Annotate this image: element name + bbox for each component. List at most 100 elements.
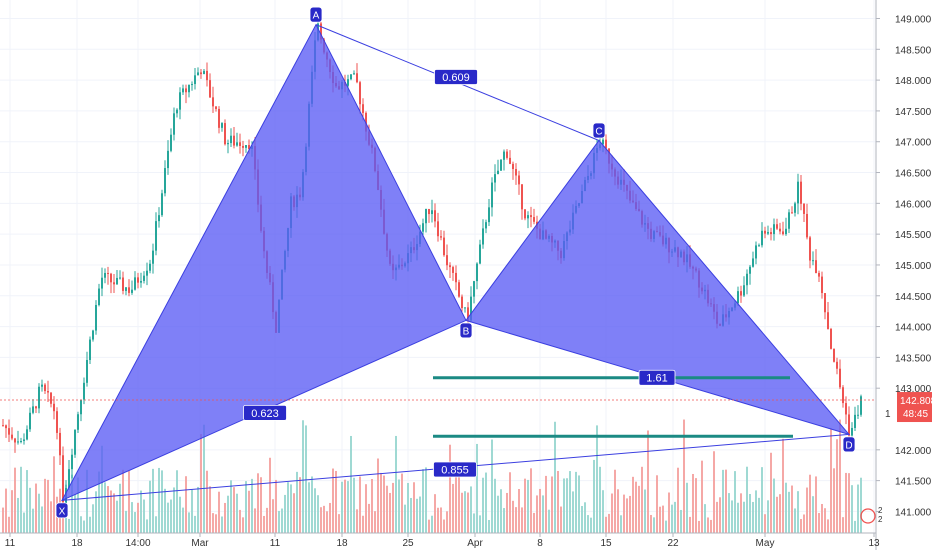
volume-bar — [845, 472, 847, 533]
candle-body — [743, 285, 745, 296]
volume-bar — [710, 519, 712, 533]
volume-bar — [335, 470, 337, 533]
candle-body — [215, 106, 217, 109]
volume-bar — [380, 472, 382, 533]
ratio-label: 0.623 — [251, 408, 279, 420]
candle-body — [440, 236, 442, 238]
volume-bar — [719, 497, 721, 533]
point-label-box[interactable] — [55, 502, 69, 519]
candle-body — [761, 230, 763, 246]
candle-body — [434, 210, 436, 222]
candle-body — [533, 217, 535, 222]
volume-bar — [254, 508, 256, 533]
volume-bar — [623, 494, 625, 533]
volume-bar — [395, 435, 397, 533]
volume-bar — [299, 477, 301, 533]
candle-body — [8, 428, 10, 435]
volume-bar — [50, 501, 52, 533]
volume-bar — [47, 479, 49, 533]
volume-bar — [386, 485, 388, 533]
price-countdown: 48:45 — [903, 409, 928, 420]
volume-bar — [314, 488, 316, 533]
volume-bar — [434, 494, 436, 533]
candle-body — [824, 293, 826, 313]
volume-bar — [44, 478, 46, 533]
volume-bar — [140, 490, 142, 533]
volume-bar — [620, 515, 622, 533]
time-tick-label: 25 — [402, 538, 414, 549]
volume-bar — [197, 486, 199, 533]
volume-bar — [230, 480, 232, 533]
candle-body — [98, 288, 100, 306]
point-label-box[interactable] — [459, 322, 473, 339]
candle-body — [491, 182, 493, 208]
candle-body — [107, 272, 109, 274]
volume-bar — [839, 419, 841, 533]
volume-bar — [116, 500, 118, 533]
candle-body — [203, 70, 205, 75]
price-axis[interactable]: 149.000 148.500 148.000 147.500 147.000 146.5… — [876, 14, 932, 518]
ratio-label-box[interactable] — [638, 369, 676, 386]
volume-bar — [800, 519, 802, 533]
point-label-box[interactable] — [592, 122, 606, 139]
candle-body — [437, 221, 439, 237]
candle-body — [200, 72, 202, 75]
candle-body — [140, 280, 142, 283]
volume-bar — [182, 507, 184, 533]
candle-body — [782, 231, 784, 235]
volume-bar — [62, 506, 64, 533]
candle-body — [173, 113, 175, 135]
volume-bar — [350, 435, 352, 533]
volume-bar — [404, 504, 406, 533]
candle-body — [350, 74, 352, 80]
volume-bar — [344, 479, 346, 533]
harmonic-pattern[interactable]: 0.609 0.623 1.61 0.855 X A B C D — [55, 6, 856, 519]
candle-body — [29, 412, 31, 430]
volume-bar — [416, 498, 418, 533]
price-tick-label: 146.500 — [895, 169, 932, 180]
volume-bar — [83, 520, 85, 533]
volume-bar — [644, 489, 646, 533]
volume-bar — [587, 515, 589, 533]
candle-body — [227, 143, 229, 145]
volume-bar — [791, 485, 793, 533]
volume-bar — [407, 482, 409, 533]
candle-body — [242, 145, 244, 148]
ratio-label-box[interactable] — [434, 69, 478, 85]
axis-corner-icon[interactable]: 2 2 — [860, 506, 883, 524]
candle-body — [767, 232, 769, 234]
volume-bar — [737, 502, 739, 533]
candle-body — [845, 403, 847, 415]
candle-body — [812, 260, 814, 262]
point-label-a: A — [313, 11, 320, 22]
volume-bar — [11, 490, 13, 533]
volume-bar — [284, 494, 286, 533]
point-label-box[interactable] — [309, 6, 323, 23]
volume-bar — [788, 491, 790, 533]
current-price-label: 142.808 48:45 1 — [0, 392, 932, 423]
volume-bar — [131, 502, 133, 533]
ratio-label-box[interactable] — [243, 404, 287, 421]
volume-bar — [731, 500, 733, 533]
volume-bar — [227, 495, 229, 533]
candle-body — [746, 273, 748, 286]
svg-text:2: 2 — [878, 515, 883, 524]
candle-body — [47, 391, 49, 393]
volume-bar — [656, 475, 658, 533]
candle-body — [758, 245, 760, 247]
point-label-box[interactable] — [842, 436, 856, 453]
candle-body — [164, 168, 166, 194]
time-axis[interactable]: 11 18 14:00 Mar 11 18 25 Apr 8 15 22 May 13 — [5, 533, 880, 549]
volume-bar — [563, 478, 565, 533]
candle-body — [839, 368, 841, 388]
volume-bar — [833, 468, 835, 533]
candle-body — [860, 396, 862, 415]
volume-bar — [323, 505, 325, 533]
volume-bar — [167, 502, 169, 533]
price-tick-label: 147.500 — [895, 107, 932, 118]
volume-bar — [377, 458, 379, 533]
ratio-label-box[interactable] — [433, 461, 477, 478]
volume-bar — [506, 492, 508, 533]
